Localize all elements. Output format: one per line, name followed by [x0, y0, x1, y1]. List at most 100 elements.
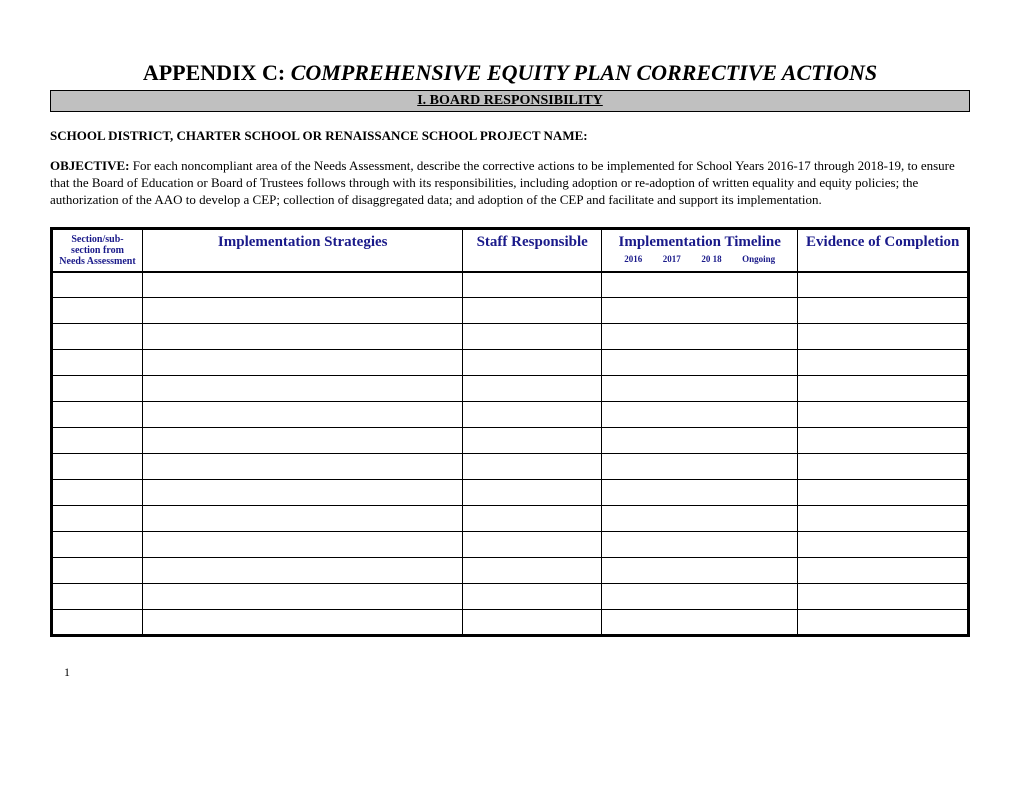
- timeline-years: 2016 2017 20 18 Ongoing: [608, 254, 791, 264]
- document-title: APPENDIX C: COMPREHENSIVE EQUITY PLAN CO…: [50, 60, 970, 86]
- table-cell: [463, 454, 602, 480]
- table-cell: [798, 532, 969, 558]
- column-header-timeline: Implementation Timeline 2016 2017 20 18 …: [601, 228, 797, 272]
- table-cell: [798, 558, 969, 584]
- table-cell: [142, 558, 462, 584]
- table-cell: [601, 480, 797, 506]
- table-cell: [52, 350, 143, 376]
- table-cell: [798, 610, 969, 636]
- table-cell: [798, 376, 969, 402]
- table-cell: [142, 298, 462, 324]
- timeline-year-1: 2017: [663, 254, 681, 264]
- table-cell: [52, 402, 143, 428]
- table-row: [52, 324, 969, 350]
- table-cell: [463, 376, 602, 402]
- timeline-year-0: 2016: [624, 254, 642, 264]
- title-prefix: APPENDIX C:: [143, 60, 291, 85]
- table-cell: [52, 428, 143, 454]
- table-cell: [142, 610, 462, 636]
- table-cell: [798, 480, 969, 506]
- timeline-year-3: Ongoing: [742, 254, 775, 264]
- table-cell: [798, 454, 969, 480]
- table-cell: [601, 402, 797, 428]
- table-cell: [798, 402, 969, 428]
- table-cell: [52, 454, 143, 480]
- table-cell: [798, 324, 969, 350]
- table-cell: [142, 402, 462, 428]
- table-cell: [798, 584, 969, 610]
- table-cell: [601, 584, 797, 610]
- table-cell: [601, 324, 797, 350]
- table-cell: [601, 454, 797, 480]
- table-cell: [142, 376, 462, 402]
- table-cell: [52, 480, 143, 506]
- column-header-strategies: Implementation Strategies: [142, 228, 462, 272]
- table-cell: [142, 480, 462, 506]
- table-cell: [463, 402, 602, 428]
- table-cell: [601, 506, 797, 532]
- table-cell: [601, 610, 797, 636]
- column-header-staff: Staff Responsible: [463, 228, 602, 272]
- table-cell: [52, 324, 143, 350]
- table-cell: [52, 532, 143, 558]
- table-cell: [463, 480, 602, 506]
- table-cell: [463, 506, 602, 532]
- table-cell: [142, 506, 462, 532]
- table-cell: [52, 376, 143, 402]
- table-cell: [52, 298, 143, 324]
- corrective-actions-table: Section/sub-section from Needs Assessmen…: [50, 227, 970, 638]
- table-row: [52, 350, 969, 376]
- table-cell: [601, 558, 797, 584]
- table-cell: [52, 272, 143, 298]
- table-cell: [601, 298, 797, 324]
- table-cell: [463, 558, 602, 584]
- table-cell: [463, 428, 602, 454]
- table-row: [52, 402, 969, 428]
- table-row: [52, 428, 969, 454]
- table-row: [52, 480, 969, 506]
- title-main: COMPREHENSIVE EQUITY PLAN CORRECTIVE ACT…: [291, 60, 877, 85]
- table-row: [52, 558, 969, 584]
- table-cell: [601, 272, 797, 298]
- timeline-header-text: Implementation Timeline: [608, 234, 791, 251]
- section-header: I. BOARD RESPONSIBILITY: [50, 90, 970, 112]
- page-number: 1: [64, 665, 970, 680]
- table-cell: [52, 610, 143, 636]
- table-cell: [142, 324, 462, 350]
- table-row: [52, 298, 969, 324]
- table-cell: [463, 272, 602, 298]
- table-cell: [463, 610, 602, 636]
- table-body: [52, 272, 969, 636]
- table-row: [52, 272, 969, 298]
- table-cell: [798, 506, 969, 532]
- table-row: [52, 454, 969, 480]
- table-cell: [463, 298, 602, 324]
- table-cell: [52, 506, 143, 532]
- objective-label: OBJECTIVE:: [50, 158, 129, 173]
- column-header-section: Section/sub-section from Needs Assessmen…: [52, 228, 143, 272]
- table-cell: [601, 428, 797, 454]
- table-cell: [798, 272, 969, 298]
- table-cell: [463, 584, 602, 610]
- table-cell: [142, 584, 462, 610]
- table-cell: [52, 584, 143, 610]
- school-district-label: SCHOOL DISTRICT, CHARTER SCHOOL OR RENAI…: [50, 128, 970, 144]
- table-row: [52, 506, 969, 532]
- table-cell: [601, 532, 797, 558]
- table-cell: [142, 428, 462, 454]
- table-cell: [798, 298, 969, 324]
- table-cell: [52, 558, 143, 584]
- timeline-year-2: 20 18: [701, 254, 721, 264]
- table-cell: [463, 350, 602, 376]
- table-cell: [798, 428, 969, 454]
- table-row: [52, 610, 969, 636]
- table-cell: [601, 376, 797, 402]
- column-header-evidence: Evidence of Completion: [798, 228, 969, 272]
- objective-text: For each noncompliant area of the Needs …: [50, 158, 955, 207]
- table-cell: [142, 532, 462, 558]
- table-header-row: Section/sub-section from Needs Assessmen…: [52, 228, 969, 272]
- table-cell: [142, 272, 462, 298]
- table-row: [52, 584, 969, 610]
- objective-paragraph: OBJECTIVE: For each noncompliant area of…: [50, 158, 970, 209]
- table-cell: [142, 350, 462, 376]
